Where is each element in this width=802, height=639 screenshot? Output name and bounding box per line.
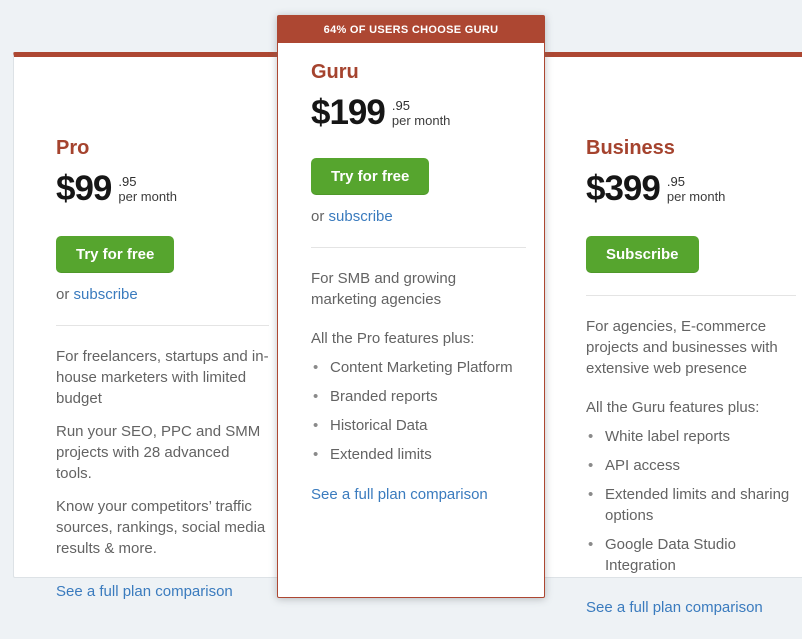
plan-description: For SMB and growing marketing agencies (311, 270, 457, 308)
price-period: per month (666, 189, 726, 204)
plan-comparison-link-guru[interactable]: See a full plan comparison (311, 486, 488, 503)
features-intro: All the Pro features plus: (311, 330, 475, 347)
price-cents: .95 (118, 174, 137, 189)
features-intro: All the Guru features plus: (586, 399, 760, 416)
price-dollars: $99 (56, 169, 112, 208)
plan-price-pro: $99 .95 per month (56, 169, 269, 208)
plan-column-pro: Pro $99 .95 per month Try for free or su… (56, 137, 269, 601)
price-sub: .95 per month (392, 98, 451, 129)
feature-item: Historical Data (311, 415, 526, 436)
or-label: or (311, 208, 325, 225)
plan-title-business: Business (586, 137, 675, 159)
subscribe-link-pro[interactable]: subscribe (73, 286, 138, 303)
try-for-free-button-guru[interactable]: Try for free (311, 158, 430, 195)
guru-banner: 64% OF USERS CHOOSE GURU (278, 16, 544, 43)
subscribe-button-business[interactable]: Subscribe (586, 236, 699, 273)
try-for-free-button-pro[interactable]: Try for free (56, 236, 175, 273)
price-period: per month (391, 113, 451, 128)
plan-price-guru: $199 .95 per month (311, 93, 526, 132)
plan-comparison-link-business[interactable]: See a full plan comparison (586, 599, 763, 616)
price-period: per month (118, 189, 177, 204)
plan-description: Know your competitors’ traffic sources, … (56, 498, 266, 557)
divider (56, 325, 269, 326)
price-dollars: $199 (311, 93, 386, 132)
feature-item: Content Marketing Platform (311, 357, 526, 378)
feature-list-guru: Content Marketing Platform Branded repor… (311, 357, 526, 465)
price-sub: .95 per month (118, 174, 177, 205)
feature-list-business: White label reports API access Extended … (586, 426, 796, 576)
divider (311, 247, 526, 248)
feature-item: White label reports (586, 426, 796, 447)
price-cents: .95 (666, 174, 685, 189)
plan-price-business: $399 .95 per month (586, 169, 796, 208)
plan-title-pro: Pro (56, 137, 90, 159)
feature-item: Google Data Studio Integration (586, 534, 796, 576)
or-label: or (56, 286, 70, 303)
plan-column-business: Business $399 .95 per month Subscribe Fo… (586, 137, 796, 617)
plan-card-guru: 64% OF USERS CHOOSE GURU Guru $199 .95 p… (277, 15, 545, 598)
price-sub: .95 per month (667, 174, 726, 205)
feature-item: API access (586, 455, 796, 476)
price-dollars: $399 (586, 169, 661, 208)
plan-description: Run your SEO, PPC and SMM projects with … (56, 423, 261, 482)
feature-item: Branded reports (311, 386, 526, 407)
plan-description: For freelancers, startups and in-house m… (56, 348, 269, 407)
price-cents: .95 (391, 98, 410, 113)
or-subscribe-row: or subscribe (311, 208, 526, 225)
divider (586, 295, 796, 296)
plan-column-guru: Guru $199 .95 per month Try for free or … (311, 61, 526, 504)
plan-comparison-link-pro[interactable]: See a full plan comparison (56, 583, 233, 600)
subscribe-link-guru[interactable]: subscribe (328, 208, 393, 225)
feature-item: Extended limits and sharing options (586, 484, 796, 526)
plan-description: For agencies, E-commerce projects and bu… (586, 318, 778, 377)
plan-title-guru: Guru (311, 61, 359, 83)
feature-item: Extended limits (311, 444, 526, 465)
guru-banner-label: 64% OF USERS CHOOSE GURU (323, 23, 499, 36)
or-subscribe-row: or subscribe (56, 286, 269, 303)
